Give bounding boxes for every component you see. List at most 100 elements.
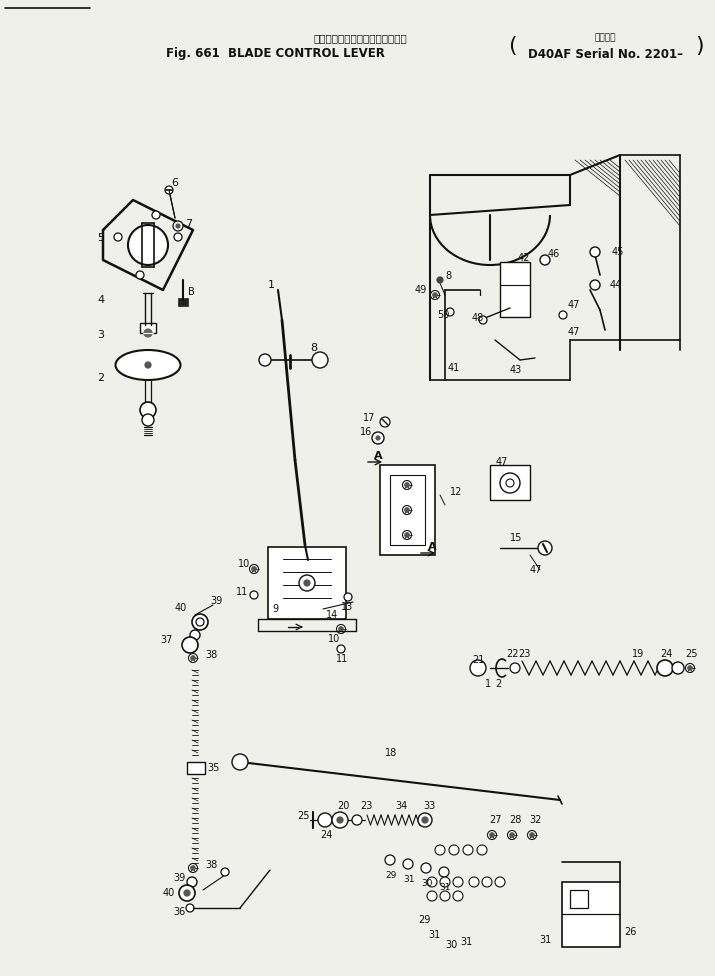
Text: 12: 12 (450, 487, 463, 497)
Text: A: A (374, 451, 383, 461)
Circle shape (145, 362, 151, 368)
Circle shape (337, 645, 345, 653)
Circle shape (540, 255, 550, 265)
Circle shape (252, 566, 257, 572)
Circle shape (114, 233, 122, 241)
Circle shape (385, 855, 395, 865)
Ellipse shape (116, 350, 180, 380)
Circle shape (140, 402, 156, 418)
Text: 7: 7 (185, 219, 192, 229)
Text: 37: 37 (160, 635, 172, 645)
Text: 43: 43 (510, 365, 522, 375)
Circle shape (372, 432, 384, 444)
Text: 2: 2 (495, 679, 501, 689)
Text: 38: 38 (205, 860, 217, 870)
Circle shape (510, 663, 520, 673)
Text: 24: 24 (320, 830, 332, 840)
Text: 40: 40 (175, 603, 187, 613)
Circle shape (433, 293, 438, 298)
Circle shape (344, 593, 352, 601)
Circle shape (403, 531, 412, 540)
Circle shape (453, 891, 463, 901)
Circle shape (196, 618, 204, 626)
Text: 47: 47 (568, 327, 581, 337)
Text: 17: 17 (363, 413, 375, 423)
Text: 3: 3 (97, 330, 104, 340)
Circle shape (422, 817, 428, 823)
Text: 30: 30 (445, 940, 458, 950)
Circle shape (179, 885, 195, 901)
Circle shape (142, 414, 154, 426)
Circle shape (508, 831, 516, 839)
Circle shape (250, 591, 258, 599)
Text: 10: 10 (328, 634, 340, 644)
Circle shape (173, 221, 183, 231)
Text: 18: 18 (385, 748, 398, 758)
Text: 50: 50 (437, 310, 449, 320)
Circle shape (182, 637, 198, 653)
Text: 16: 16 (360, 427, 373, 437)
Bar (562, 882, 620, 947)
Circle shape (453, 877, 463, 887)
Circle shape (128, 225, 168, 265)
Text: B: B (188, 287, 194, 297)
Circle shape (403, 859, 413, 869)
Circle shape (528, 831, 536, 839)
Bar (380, 465, 435, 555)
Circle shape (439, 867, 449, 877)
Text: 40: 40 (163, 888, 175, 898)
Circle shape (403, 506, 412, 514)
Text: 22: 22 (506, 649, 518, 659)
Text: 29: 29 (418, 915, 430, 925)
Circle shape (337, 817, 343, 823)
Text: 44: 44 (610, 280, 622, 290)
Text: 49: 49 (415, 285, 428, 295)
Circle shape (176, 224, 180, 228)
Bar (187, 762, 205, 774)
Bar (570, 890, 588, 908)
Text: (: ( (508, 36, 516, 56)
Circle shape (352, 815, 362, 825)
Circle shape (437, 277, 443, 283)
Circle shape (440, 891, 450, 901)
Circle shape (338, 627, 343, 631)
Text: 29: 29 (385, 871, 396, 879)
Text: 45: 45 (612, 247, 624, 257)
Bar (500, 262, 530, 317)
Text: 20: 20 (337, 801, 350, 811)
Circle shape (538, 541, 552, 555)
Circle shape (380, 417, 390, 427)
Text: 28: 28 (509, 815, 521, 825)
Text: 31: 31 (403, 874, 415, 883)
Circle shape (418, 813, 432, 827)
Circle shape (446, 308, 454, 316)
Circle shape (470, 660, 486, 676)
Circle shape (440, 877, 450, 887)
Circle shape (590, 247, 600, 257)
Text: 46: 46 (548, 249, 561, 259)
Text: A: A (428, 542, 437, 552)
Circle shape (337, 625, 345, 633)
Circle shape (427, 891, 437, 901)
Circle shape (427, 877, 437, 887)
Circle shape (190, 866, 195, 871)
Text: 39: 39 (173, 873, 185, 883)
Text: 32: 32 (529, 815, 541, 825)
Text: Fig. 661  BLADE CONTROL LEVER: Fig. 661 BLADE CONTROL LEVER (166, 48, 385, 61)
Circle shape (174, 233, 182, 241)
Text: 39: 39 (210, 596, 222, 606)
Circle shape (312, 352, 328, 368)
Circle shape (405, 482, 410, 487)
Text: 25: 25 (297, 811, 310, 821)
Circle shape (405, 533, 410, 538)
Bar (178, 298, 188, 306)
Circle shape (421, 863, 431, 873)
Circle shape (304, 580, 310, 586)
Circle shape (686, 664, 694, 672)
Text: 31: 31 (439, 882, 450, 891)
Circle shape (495, 877, 505, 887)
Text: 26: 26 (624, 927, 636, 937)
Circle shape (672, 662, 684, 674)
Circle shape (477, 845, 487, 855)
Bar (268, 547, 346, 619)
